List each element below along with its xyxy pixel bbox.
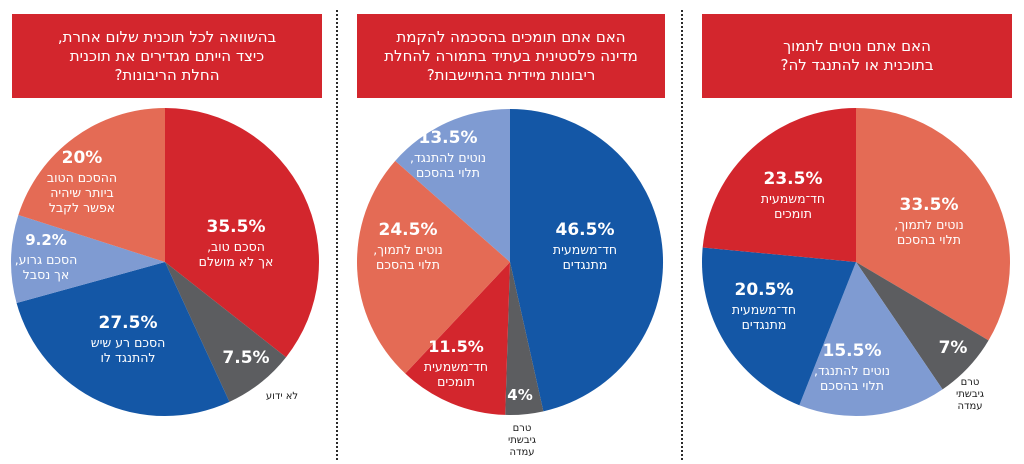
pie3-slice-5 xyxy=(702,108,856,262)
pie1-slice-5-label: ביותר שיהיה xyxy=(50,185,113,200)
question-line: בהשוואה לכל תוכנית שלום אחרת, xyxy=(57,27,277,46)
pie3-slice-1-label: נוטים לתמוך, xyxy=(894,217,963,232)
pie1-slice-4-label: אך נסבל xyxy=(23,267,70,282)
pie3-slice-1 xyxy=(856,108,1010,341)
pie1-slice-4-percent: 9.2% xyxy=(25,231,67,249)
question-text: בהשוואה לכל תוכנית שלום אחרת, כיצד הייתם… xyxy=(58,28,276,85)
question-text: האם אתם תומכים בהסכמה להקמת מדינה פלסטינ… xyxy=(384,28,638,85)
pie2-slice-1-percent: 46.5% xyxy=(556,220,615,240)
pie2-slice-3-label: חד־משמעית xyxy=(424,359,488,374)
pie3-slice-3-label: תלוי בהסכם xyxy=(820,378,884,393)
pie2-slice-1-label: מתנגדים xyxy=(563,257,608,272)
pie1-slice-4 xyxy=(11,214,165,303)
pie1-slice-1-percent: 35.5% xyxy=(207,217,266,237)
pie3-slice-2-label: עמדה xyxy=(957,401,982,412)
question-text: האם אתם נוטים לתמוך בתוכנית או להתנגד לה… xyxy=(780,37,933,75)
pie1-slice-2 xyxy=(165,262,287,402)
pie1-slice-1-label: אך לא מושלם xyxy=(199,254,274,269)
pie3-slice-2 xyxy=(856,262,989,390)
pie3-slice-4-label: חד־משמעית xyxy=(732,302,796,317)
pie2-slice-5-label: נוטים להתנגד, xyxy=(410,150,486,165)
pie2-slice-3 xyxy=(405,262,510,415)
pie3-slice-1-label: תלוי בהסכם xyxy=(897,232,961,247)
question-line: כיצד הייתם מגדירים את תוכנית xyxy=(69,46,265,65)
question-line: בתוכנית או להתנגד לה? xyxy=(780,56,934,74)
pie3-slice-2-label: גיבשתי xyxy=(956,389,984,400)
pie1-slice-3 xyxy=(16,262,230,416)
pie1-slice-3-label: הסכם רע שיש xyxy=(91,335,166,350)
pie3-slice-5-percent: 23.5% xyxy=(764,169,823,189)
pie3-slice-1-percent: 33.5% xyxy=(900,195,959,215)
question-box-palestinian-state: האם אתם תומכים בהסכמה להקמת מדינה פלסטינ… xyxy=(357,14,665,98)
pie3-slice-3-percent: 15.5% xyxy=(823,341,882,361)
question-line: האם אתם נוטים לתמוך xyxy=(783,37,931,55)
pie2-slice-1 xyxy=(510,108,664,412)
pie1-slice-4-label: הסכם גרוע, xyxy=(15,252,78,267)
pie2-slice-4-percent: 24.5% xyxy=(379,220,438,240)
pie2-slice-3-percent: 11.5% xyxy=(428,337,484,356)
pie3-slice-4 xyxy=(701,247,856,406)
pie2-slice-4-label: תלוי בהסכם xyxy=(376,257,440,272)
pie2-slice-2-label: עמדה xyxy=(509,447,534,458)
pie1-slice-5 xyxy=(18,108,165,262)
pie3-slice-2-label: טרם xyxy=(961,377,980,388)
pie2-slice-2-label: טרם xyxy=(513,423,532,434)
pie3-slice-2-percent: 7% xyxy=(939,338,968,358)
question-box-sovereignty-rating: בהשוואה לכל תוכנית שלום אחרת, כיצד הייתם… xyxy=(12,14,322,98)
pie2-slice-2-percent: 4% xyxy=(507,386,532,404)
pie2-slice-5-label: תלוי בהסכם xyxy=(416,165,480,180)
pie1-slice-3-label: להתנגד לו xyxy=(101,350,156,365)
panel-divider-left xyxy=(336,10,338,460)
question-line: החלת הריבונות? xyxy=(114,65,220,84)
pie1-slice-5-percent: 20% xyxy=(62,148,103,168)
pie2-slice-3-label: תומכים xyxy=(437,374,475,389)
pie1-slice-5-label: אפשר לקבל xyxy=(49,200,115,215)
pie3-slice-3-label: נוטים להתנגד, xyxy=(814,363,890,378)
pie1-slice-1 xyxy=(165,108,320,358)
pie1-slice-5-label: ההסכם הטוב xyxy=(47,170,117,185)
pie2-slice-1-label: חד־משמעית xyxy=(553,242,617,257)
pie2-slice-2-label: גיבשתי xyxy=(508,435,536,446)
pie1-slice-1-label: הסכם טוב, xyxy=(207,239,265,254)
pie2-slice-4 xyxy=(356,160,510,374)
pie3-slice-5-label: תומכים xyxy=(774,206,812,221)
pie1-slice-3-percent: 27.5% xyxy=(99,313,158,333)
pie3-slice-3 xyxy=(799,262,943,417)
question-line: האם אתם תומכים בהסכמה להקמת xyxy=(396,27,626,46)
pie3-slice-4-label: מתנגדים xyxy=(742,317,787,332)
question-line: מדינה פלסטינית בעתיד בתמורה להחלת xyxy=(384,46,638,65)
pie2-slice-5-percent: 13.5% xyxy=(419,128,478,148)
pie2-slice-5 xyxy=(395,109,510,262)
pie1-slice-2-label: לא ידוע xyxy=(266,391,298,402)
pie1-slice-2-percent: 7.5% xyxy=(222,348,269,368)
pie2-slice-2 xyxy=(505,262,544,415)
pie3-slice-4-percent: 20.5% xyxy=(735,280,794,300)
pie2-slice-4-label: נוטים לתמוך, xyxy=(373,242,442,257)
pie3-slice-5-label: חד־משמעית xyxy=(761,191,825,206)
question-line: ריבונות מיידית בהתיישבות? xyxy=(426,65,596,84)
question-box-support-plan: האם אתם נוטים לתמוך בתוכנית או להתנגד לה… xyxy=(702,14,1012,98)
panel-divider-right xyxy=(681,10,683,460)
